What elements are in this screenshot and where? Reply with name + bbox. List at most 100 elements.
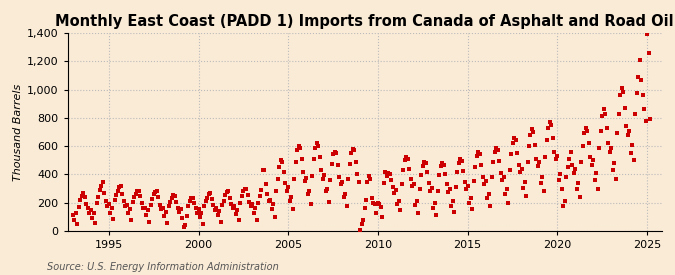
Point [577, 144, 588, 148]
Point [404, 167, 414, 171]
Point [211, 205, 222, 210]
Point [419, 160, 430, 164]
Point [534, 160, 545, 164]
Point [427, 186, 437, 190]
Point [425, 188, 435, 193]
Point [229, 204, 240, 208]
Point [476, 163, 487, 167]
Point [248, 210, 259, 215]
Point [80, 195, 90, 199]
Point [356, 222, 367, 226]
Point [525, 133, 536, 137]
Point [202, 196, 213, 200]
Point [387, 185, 398, 189]
Point [200, 199, 211, 204]
Point [526, 127, 537, 131]
Point [68, 213, 78, 218]
Point [188, 201, 199, 206]
Point [75, 198, 86, 202]
Point [246, 204, 256, 208]
Point [236, 193, 247, 198]
Point [214, 209, 225, 213]
Point [340, 191, 350, 196]
Point [551, 157, 562, 161]
Point [353, 179, 364, 184]
Point [281, 188, 292, 193]
Point [380, 169, 391, 174]
Point [547, 136, 558, 140]
Point [622, 133, 633, 137]
Point [514, 170, 525, 175]
Point [280, 181, 291, 185]
Point [136, 201, 147, 206]
Point [290, 160, 301, 164]
Point [486, 174, 497, 179]
Point [570, 167, 580, 171]
Point [608, 168, 618, 172]
Point [124, 207, 135, 211]
Point [631, 91, 642, 95]
Point [392, 202, 403, 206]
Point [126, 218, 136, 222]
Point [389, 191, 400, 195]
Point [157, 206, 168, 211]
Point [329, 150, 340, 154]
Point [193, 207, 204, 211]
Point [359, 206, 370, 211]
Point [317, 177, 328, 181]
Point [313, 144, 323, 148]
Point [261, 182, 271, 186]
Point [135, 194, 146, 199]
Point [284, 198, 295, 203]
Point [78, 191, 88, 195]
Point [90, 220, 101, 225]
Point [115, 184, 126, 189]
Point [120, 204, 131, 208]
Point [597, 114, 608, 119]
Point [205, 191, 216, 195]
Point [132, 189, 142, 194]
Point [503, 201, 514, 206]
Point [391, 188, 402, 192]
Point [141, 213, 152, 218]
Point [240, 187, 250, 191]
Point [304, 189, 315, 194]
Point [219, 198, 230, 203]
Point [256, 188, 267, 192]
Point [398, 168, 409, 172]
Point [408, 182, 419, 186]
Point [475, 152, 485, 156]
Point [163, 204, 174, 208]
Point [636, 78, 647, 82]
Point [171, 200, 182, 204]
Point [531, 157, 542, 161]
Point [352, 172, 362, 177]
Point [604, 150, 615, 154]
Point [572, 186, 583, 191]
Point [560, 199, 570, 204]
Point [614, 111, 624, 116]
Point [449, 210, 460, 214]
Point [220, 193, 231, 197]
Text: Source: U.S. Energy Information Administration: Source: U.S. Energy Information Administ… [47, 262, 279, 272]
Point [555, 172, 566, 177]
Point [385, 172, 396, 177]
Point [86, 208, 97, 213]
Point [616, 86, 627, 90]
Point [196, 210, 207, 215]
Point [452, 170, 462, 175]
Point [298, 169, 308, 174]
Point [204, 191, 215, 196]
Point [400, 158, 410, 163]
Point [618, 90, 628, 95]
Point [320, 189, 331, 194]
Point [288, 207, 298, 211]
Point [146, 197, 157, 201]
Point [192, 210, 202, 215]
Point [107, 206, 117, 211]
Point [412, 198, 423, 203]
Point [84, 210, 95, 215]
Point [364, 174, 375, 178]
Point [235, 200, 246, 205]
Point [386, 178, 397, 182]
